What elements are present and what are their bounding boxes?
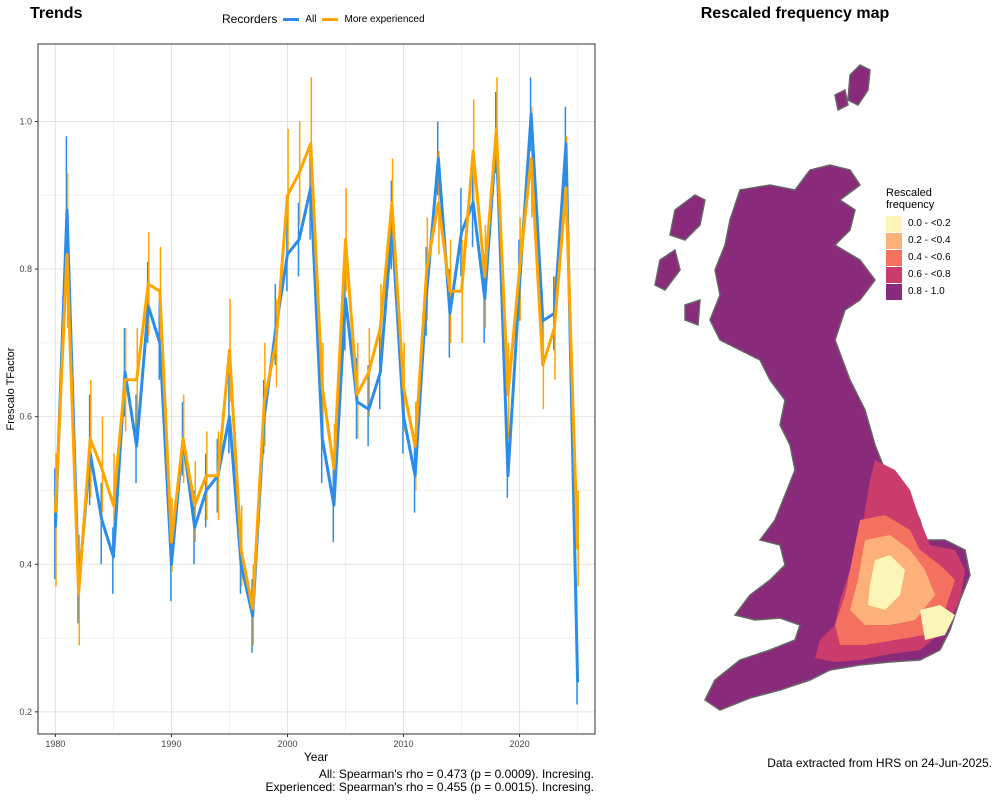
legend-item-label: 0.8 - 1.0 <box>908 286 945 297</box>
legend-color-box <box>886 232 902 249</box>
x-tick-label: 2010 <box>394 739 414 749</box>
legend-color-box <box>886 266 902 283</box>
map-legend-item: 0.0 - <0.2 <box>886 215 951 232</box>
map-legend: Rescaled frequency 0.0 - <0.2 0.2 - <0.4… <box>886 187 951 300</box>
stats-line-all: All: Spearman's rho = 0.473 (p = 0.0009)… <box>318 767 594 781</box>
legend-title: Recorders <box>222 12 278 26</box>
legend-swatch-experienced <box>322 17 339 21</box>
legend-swatch-all <box>283 17 300 21</box>
map-legend-item: 0.6 - <0.8 <box>886 266 951 283</box>
legend-color-box <box>886 283 902 300</box>
y-tick-label: 0.4 <box>19 559 32 569</box>
y-tick-label: 0.6 <box>19 412 32 422</box>
trends-legend: Recorders All More experienced <box>222 12 425 26</box>
axis-ticks: 0.2 0.4 0.6 0.8 1.0 1980 1990 2000 2010 2020 <box>19 116 529 749</box>
spearman-stats: All: Spearman's rho = 0.473 (p = 0.0009)… <box>266 768 595 794</box>
map-legend-title-line2: frequency <box>886 199 935 211</box>
map-title: Rescaled frequency map <box>700 5 890 22</box>
legend-item-label: 0.2 - <0.4 <box>908 235 951 246</box>
series-line <box>53 127 580 611</box>
map-legend-title-line1: Rescaled <box>886 187 932 199</box>
y-tick-label: 1.0 <box>19 116 32 126</box>
y-axis-label: Frescalo TFactor <box>5 347 17 430</box>
legend-label-experienced: More experienced <box>344 13 425 25</box>
data-source-footer: Data extracted from HRS on 24-Jun-2025. <box>767 756 992 770</box>
legend-item-label: 0.6 - <0.8 <box>908 269 951 280</box>
series-lines <box>53 112 580 683</box>
legend-color-box <box>886 215 902 232</box>
legend-item-label: 0.4 - <0.6 <box>908 252 951 263</box>
map-legend-item: 0.8 - 1.0 <box>886 283 951 300</box>
trends-title: Trends <box>30 5 83 22</box>
x-tick-label: 2000 <box>277 739 297 749</box>
map-heat-overlay <box>815 460 965 662</box>
chart-grid <box>38 44 595 734</box>
x-tick-label: 1980 <box>45 739 65 749</box>
plot-frame <box>37 43 596 735</box>
gb-frequency-map <box>654 64 971 711</box>
map-legend-item: 0.2 - <0.4 <box>886 232 951 249</box>
map-legend-item: 0.4 - <0.6 <box>886 249 951 266</box>
y-tick-label: 0.2 <box>19 707 32 717</box>
y-tick-label: 0.8 <box>19 264 32 274</box>
legend-color-box <box>886 249 902 266</box>
x-tick-label: 1990 <box>161 739 181 749</box>
legend-label-all: All <box>305 13 317 25</box>
map-legend-title: Rescaled frequency <box>886 187 951 211</box>
x-tick-label: 2020 <box>510 739 530 749</box>
stats-line-experienced: Experienced: Spearman's rho = 0.455 (p =… <box>265 780 595 794</box>
legend-item-label: 0.0 - <0.2 <box>908 218 951 229</box>
trends-chart: 0.2 0.4 0.6 0.8 1.0 1980 1990 2000 2010 2020 Year… <box>5 43 596 764</box>
x-axis-label: Year <box>304 750 328 764</box>
